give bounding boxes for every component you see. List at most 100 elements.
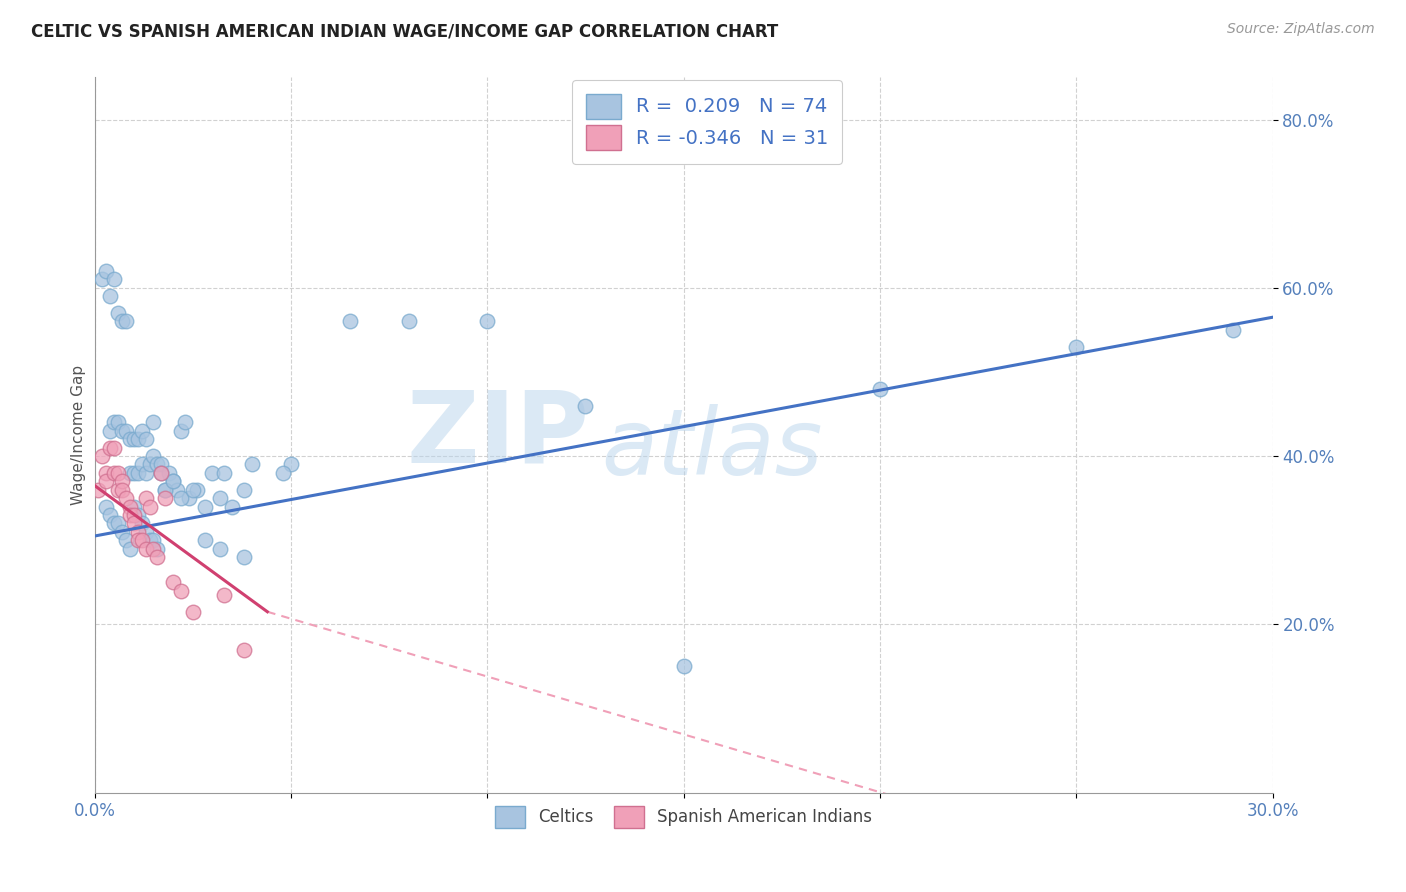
Point (127, 533, 149, 548)
Point (221, 500, 243, 514)
Point (118, 541, 141, 556)
Point (127, 524, 149, 539)
Point (240, 458, 263, 472)
Point (122, 516, 145, 531)
Point (115, 491, 138, 505)
Point (111, 524, 134, 539)
Point (209, 541, 232, 556)
Point (157, 466, 180, 480)
Point (135, 491, 157, 505)
Point (186, 483, 208, 497)
Text: Source: ZipAtlas.com: Source: ZipAtlas.com (1227, 22, 1375, 37)
Point (398, 314, 420, 328)
Point (107, 466, 129, 480)
Point (118, 466, 141, 480)
Point (209, 491, 232, 505)
Point (142, 533, 165, 548)
Point (142, 541, 165, 556)
Point (162, 475, 184, 489)
Text: ZIP: ZIP (406, 386, 589, 483)
Text: CELTIC VS SPANISH AMERICAN INDIAN WAGE/INCOME GAP CORRELATION CHART: CELTIC VS SPANISH AMERICAN INDIAN WAGE/I… (31, 22, 778, 40)
Point (98, 424, 121, 438)
Point (98, 441, 121, 455)
Point (201, 466, 224, 480)
Point (135, 432, 157, 446)
Point (96, 500, 118, 514)
Point (131, 424, 153, 438)
Point (574, 399, 596, 413)
Point (127, 466, 149, 480)
Point (146, 550, 169, 565)
Point (103, 416, 125, 430)
Point (170, 424, 193, 438)
Point (193, 500, 215, 514)
Point (1064, 340, 1087, 354)
Point (98, 289, 121, 303)
Point (181, 605, 204, 619)
Point (111, 314, 134, 328)
Point (107, 516, 129, 531)
Point (232, 550, 254, 565)
Point (170, 583, 193, 598)
Point (131, 516, 153, 531)
Point (91, 449, 114, 463)
Point (122, 500, 145, 514)
Point (118, 432, 141, 446)
Point (162, 475, 184, 489)
Point (672, 659, 695, 673)
Point (193, 533, 215, 548)
Point (212, 466, 235, 480)
Point (146, 541, 169, 556)
Point (212, 588, 235, 602)
Point (135, 524, 157, 539)
Point (166, 483, 188, 497)
Point (155, 483, 177, 497)
Point (111, 483, 134, 497)
Point (118, 508, 141, 522)
Point (127, 432, 149, 446)
Point (173, 416, 195, 430)
Point (131, 458, 153, 472)
Point (142, 416, 165, 430)
Point (155, 491, 177, 505)
Point (150, 466, 173, 480)
Point (181, 483, 204, 497)
Point (232, 483, 254, 497)
Point (103, 272, 125, 286)
Point (103, 516, 125, 531)
Point (111, 424, 134, 438)
Point (135, 466, 157, 480)
Point (91, 272, 114, 286)
Point (96, 264, 118, 278)
Point (96, 466, 118, 480)
Point (138, 500, 160, 514)
Point (138, 458, 160, 472)
Legend: Celtics, Spanish American Indians: Celtics, Spanish American Indians (488, 799, 879, 834)
Point (271, 466, 294, 480)
Point (135, 541, 157, 556)
Point (122, 466, 145, 480)
Point (1222, 323, 1244, 337)
Point (280, 458, 302, 472)
Point (477, 314, 499, 328)
Point (103, 466, 125, 480)
Point (122, 508, 145, 522)
Y-axis label: Wage/Income Gap: Wage/Income Gap (72, 365, 86, 505)
Point (96, 475, 118, 489)
Point (107, 416, 129, 430)
Point (138, 533, 160, 548)
Point (115, 314, 138, 328)
Point (869, 382, 891, 396)
Point (127, 508, 149, 522)
Point (150, 466, 173, 480)
Point (118, 500, 141, 514)
Point (107, 306, 129, 320)
Point (142, 449, 165, 463)
Point (115, 533, 138, 548)
Point (146, 458, 169, 472)
Point (162, 575, 184, 590)
Point (103, 441, 125, 455)
Point (131, 533, 153, 548)
Point (122, 432, 145, 446)
Point (87, 483, 110, 497)
